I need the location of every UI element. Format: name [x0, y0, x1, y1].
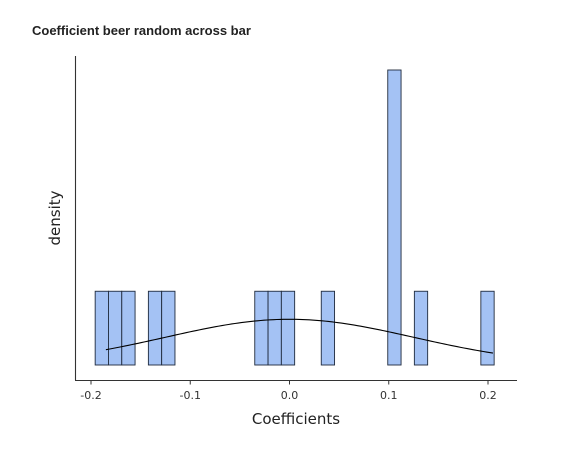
histogram-bar: [280, 290, 296, 366]
normal-density-curve: [105, 318, 494, 354]
x-tick-label: 0.1: [380, 389, 398, 402]
histogram-bar: [108, 290, 123, 366]
chart-title: Coefficient beer random across bar: [32, 23, 251, 38]
x-tick-label: -0.2: [80, 389, 101, 402]
x-tick-label: 0.0: [281, 389, 299, 402]
x-tick-label: 0.2: [479, 389, 497, 402]
x-tick-label: -0.1: [180, 389, 201, 402]
histogram-bar: [254, 290, 269, 366]
x-axis-title: Coefficients: [252, 410, 340, 428]
x-axis-ticks: -0.2 -0.1 0.0 0.1 0.2: [80, 380, 497, 402]
histogram-bar: [121, 290, 136, 366]
histogram-bar: [413, 290, 429, 366]
histogram-bar: [480, 290, 495, 366]
y-axis-title: density: [46, 190, 64, 245]
histogram-bar: [147, 290, 163, 366]
histogram-bar: [161, 290, 176, 366]
histogram-bar: [94, 290, 109, 366]
histogram-bar: [320, 290, 336, 366]
histogram-bars: [94, 69, 495, 366]
histogram-bar: [387, 69, 402, 366]
histogram-bar: [267, 290, 282, 366]
density-curve-layer: [105, 318, 494, 354]
